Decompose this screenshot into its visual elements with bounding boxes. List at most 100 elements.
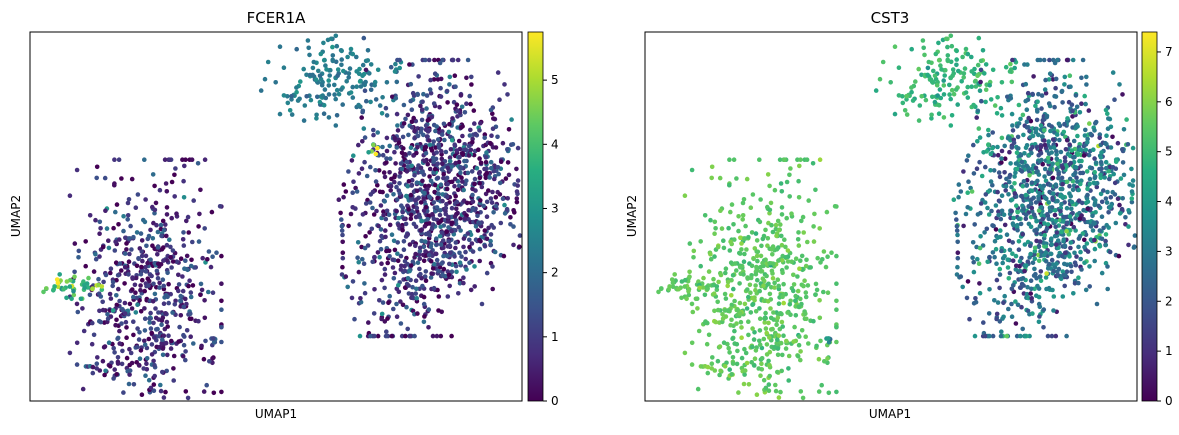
scatter-point	[793, 293, 798, 299]
scatter-point	[67, 350, 73, 356]
scatter-point	[418, 200, 424, 205]
scatter-point	[792, 324, 797, 330]
scatter-point	[117, 237, 122, 242]
scatter-point	[482, 228, 488, 233]
scatter-point	[1000, 260, 1005, 266]
scatter-point	[969, 84, 974, 89]
scatter-point	[362, 281, 367, 286]
scatter-point	[1005, 94, 1010, 100]
scatter-point	[1036, 244, 1042, 250]
scatter-point	[1130, 178, 1136, 183]
scatter-point	[1076, 275, 1081, 281]
scatter-point	[452, 176, 458, 182]
scatter-point	[357, 79, 363, 84]
scatter-point	[1064, 333, 1069, 339]
scatter-point	[181, 230, 186, 235]
scatter-point	[439, 132, 445, 137]
scatter-point	[682, 284, 688, 289]
scatter-point	[738, 319, 744, 325]
scatter-point	[1049, 242, 1055, 247]
scatter-point	[443, 149, 449, 155]
scatter-point	[1004, 333, 1010, 339]
scatter-point	[998, 228, 1003, 233]
scatter-point	[734, 268, 739, 273]
scatter-point	[778, 222, 783, 227]
scatter-point	[954, 223, 960, 229]
scatter-point	[470, 249, 476, 254]
scatter-point	[732, 328, 737, 334]
scatter-point	[378, 246, 384, 252]
scatter-point	[394, 79, 400, 85]
scatter-point	[370, 205, 375, 211]
scatter-point	[1009, 111, 1015, 117]
scatter-point	[998, 333, 1004, 339]
scatter-point	[76, 248, 82, 254]
scatter-point	[958, 189, 964, 194]
scatter-point	[375, 333, 381, 339]
scatter-point	[1056, 253, 1061, 259]
scatter-point	[134, 230, 140, 235]
scatter-point	[101, 279, 106, 285]
scatter-point	[949, 87, 955, 93]
scatter-point	[760, 260, 765, 266]
scatter-point	[1069, 206, 1074, 212]
scatter-point	[979, 98, 984, 104]
scatter-point	[185, 395, 191, 401]
scatter-point	[171, 366, 176, 371]
scatter-point	[709, 361, 715, 367]
scatter-point	[174, 259, 179, 265]
scatter-point	[116, 286, 121, 292]
scatter-point	[356, 171, 362, 176]
scatter-point	[1030, 260, 1036, 266]
scatter-point	[783, 244, 788, 250]
scatter-point	[1016, 102, 1022, 108]
scatter-point	[1064, 220, 1070, 226]
scatter-point	[469, 82, 474, 87]
scatter-point	[672, 272, 677, 277]
scatter-point	[1013, 253, 1019, 259]
scatter-point	[1071, 291, 1076, 296]
scatter-point	[262, 76, 268, 82]
scatter-point	[109, 360, 114, 366]
scatter-point	[486, 225, 491, 231]
scatter-point	[281, 93, 287, 98]
scatter-point	[800, 214, 806, 220]
scatter-point	[772, 344, 777, 350]
scatter-point	[955, 264, 960, 270]
scatter-point	[406, 283, 411, 288]
scatter-point	[434, 333, 440, 339]
scatter-point	[1037, 57, 1043, 63]
scatter-point	[976, 126, 982, 131]
scatter-point	[773, 222, 779, 228]
scatter-point	[723, 296, 729, 301]
scatter-point	[752, 356, 758, 362]
scatter-point	[776, 333, 782, 339]
scatter-point	[737, 251, 743, 256]
scatter-point	[330, 44, 335, 50]
scatter-point	[477, 246, 483, 252]
scatter-point	[1061, 214, 1066, 220]
scatter-point	[169, 338, 174, 344]
scatter-point	[357, 333, 363, 339]
scatter-point	[368, 333, 373, 339]
scatter-point	[776, 301, 782, 307]
scatter-point	[467, 133, 473, 138]
scatter-point	[1037, 190, 1042, 196]
scatter-point	[718, 368, 723, 374]
scatter-point	[190, 283, 196, 288]
scatter-point	[935, 93, 940, 98]
scatter-point	[90, 320, 95, 326]
scatter-point	[76, 254, 81, 260]
scatter-point	[1015, 209, 1020, 215]
scatter-point	[1017, 259, 1023, 264]
scatter-point	[769, 268, 775, 274]
scatter-point	[722, 364, 728, 369]
scatter-point	[498, 220, 504, 226]
scatter-point	[1051, 145, 1057, 150]
scatter-point	[421, 319, 427, 325]
scatter-point	[930, 94, 935, 100]
scatter-point	[111, 345, 116, 351]
scatter-point	[1062, 121, 1067, 127]
scatter-point	[1089, 165, 1095, 171]
